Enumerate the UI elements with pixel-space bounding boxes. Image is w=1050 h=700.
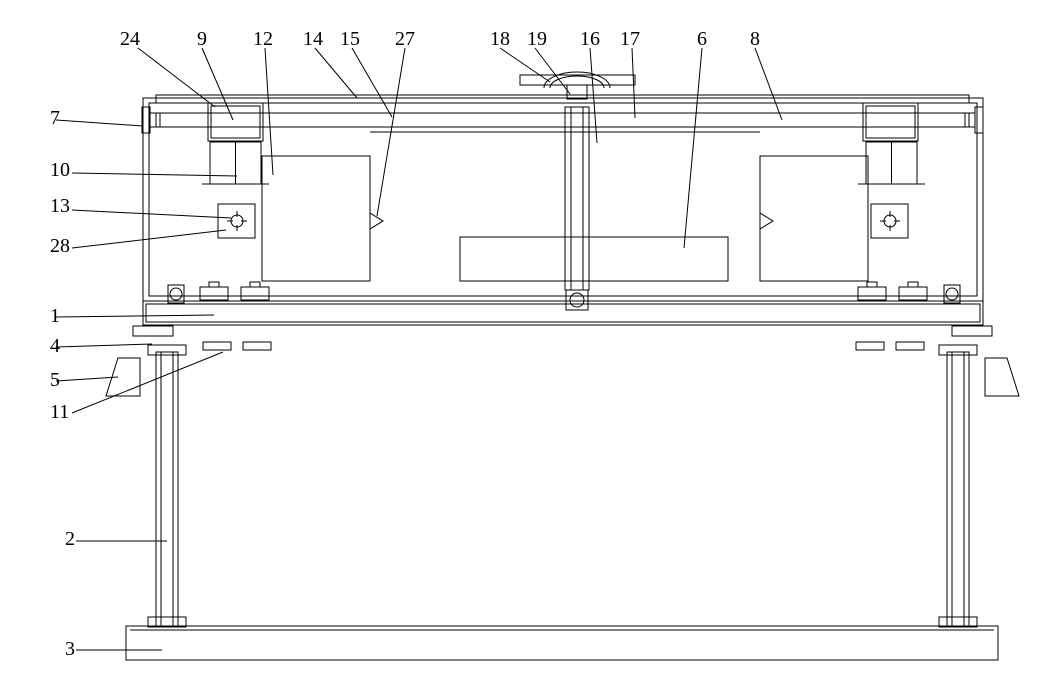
label-6: 6 — [697, 28, 707, 50]
engineering-figure: 24912141527181916176871013281451123 — [0, 0, 1050, 700]
label-27: 27 — [395, 28, 415, 50]
label-4: 4 — [50, 335, 60, 357]
label-15: 15 — [340, 28, 360, 50]
label-19: 19 — [527, 28, 547, 50]
label-16: 16 — [580, 28, 600, 50]
label-12: 12 — [253, 28, 273, 50]
label-10: 10 — [50, 159, 70, 181]
label-18: 18 — [490, 28, 510, 50]
label-11: 11 — [50, 401, 69, 423]
label-1: 1 — [50, 305, 60, 327]
label-3: 3 — [65, 638, 75, 660]
label-14: 14 — [303, 28, 323, 50]
label-2: 2 — [65, 528, 75, 550]
label-8: 8 — [750, 28, 760, 50]
label-28: 28 — [50, 235, 70, 257]
label-5: 5 — [50, 369, 60, 391]
label-13: 13 — [50, 195, 70, 217]
label-17: 17 — [620, 28, 640, 50]
label-9: 9 — [197, 28, 207, 50]
drawing-geometry — [106, 72, 1019, 660]
leader-lines — [56, 48, 782, 650]
label-7: 7 — [50, 107, 60, 129]
label-24: 24 — [120, 28, 140, 50]
